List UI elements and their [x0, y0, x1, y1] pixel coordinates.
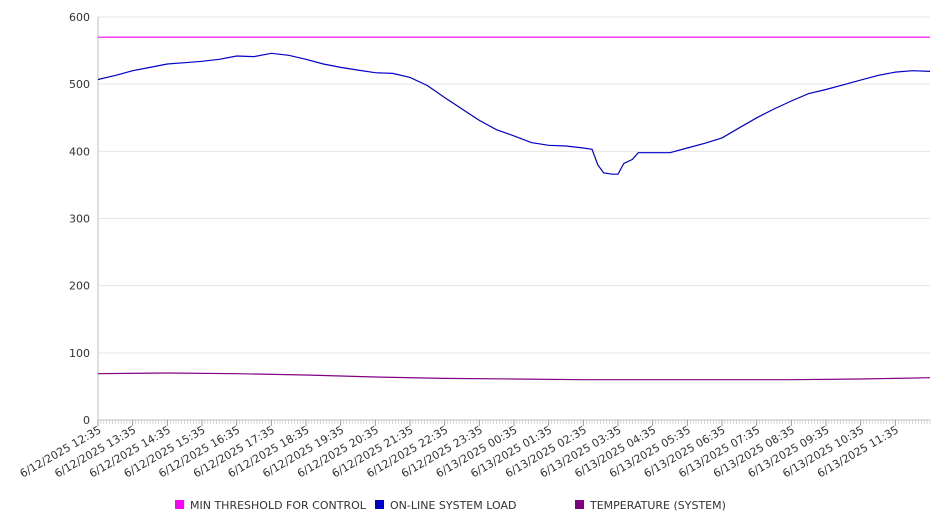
gridlines — [98, 16, 930, 354]
x-axis-ticks: 6/12/2025 12:356/12/2025 13:356/12/2025 … — [18, 423, 901, 480]
legend-label-1: ON-LINE SYSTEM LOAD — [390, 499, 516, 512]
y-tick-label-600: 600 — [69, 11, 90, 24]
legend-swatch-1 — [375, 500, 384, 509]
y-tick-label-100: 100 — [69, 347, 90, 360]
axes — [97, 17, 931, 426]
y-tick-label-300: 300 — [69, 213, 90, 226]
series-line-2 — [97, 372, 931, 381]
series-lines — [97, 36, 931, 381]
y-tick-label-0: 0 — [83, 414, 90, 427]
y-tick-label-500: 500 — [69, 78, 90, 91]
series-line-1 — [97, 52, 931, 175]
y-axis-ticks: 0 100 200 300 400 500 600 — [69, 11, 90, 427]
legend-label-0: MIN THRESHOLD FOR CONTROL — [190, 499, 367, 512]
y-tick-label-200: 200 — [69, 280, 90, 293]
legend-swatch-0 — [175, 500, 184, 509]
legend-label-2: TEMPERATURE (SYSTEM) — [589, 499, 726, 512]
legend-swatch-2 — [575, 500, 584, 509]
y-tick-label-400: 400 — [69, 145, 90, 158]
legend: MIN THRESHOLD FOR CONTROL ON-LINE SYSTEM … — [175, 499, 726, 512]
